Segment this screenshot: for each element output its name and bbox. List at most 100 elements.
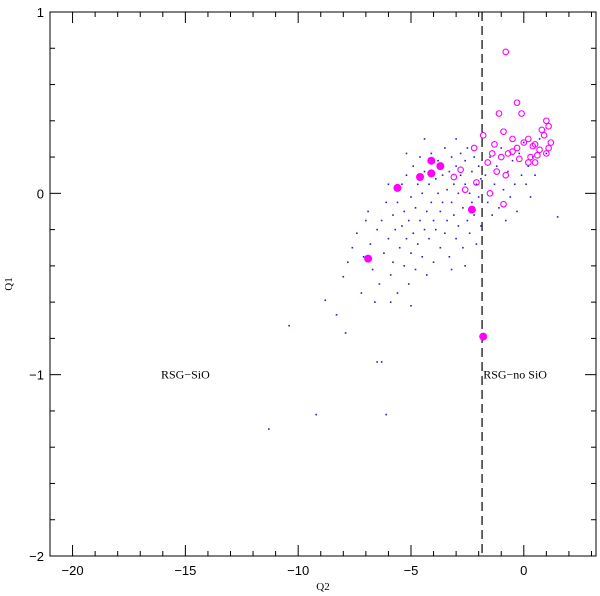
blue-data-point	[389, 274, 392, 276]
open-magenta-point	[543, 117, 550, 125]
blue-data-point	[448, 170, 451, 173]
blue-data-point	[441, 174, 444, 176]
open-magenta-point	[524, 159, 532, 166]
blue-data-point	[385, 413, 387, 416]
filled-magenta-point	[467, 205, 476, 214]
blue-data-point	[425, 274, 428, 276]
blue-data-point	[423, 138, 426, 140]
open-magenta-point	[491, 141, 498, 148]
blue-data-point	[448, 256, 451, 258]
blue-data-point	[396, 201, 399, 204]
open-magenta-point	[461, 186, 469, 194]
blue-data-point	[462, 246, 464, 249]
open-magenta-point	[547, 139, 555, 146]
blue-data-point	[428, 237, 430, 240]
blue-data-point	[464, 183, 466, 186]
open-magenta-point	[545, 144, 552, 152]
open-magenta-point	[543, 150, 550, 157]
blue-data-point	[477, 196, 480, 198]
open-magenta-point	[518, 110, 525, 117]
blue-data-point	[471, 201, 473, 204]
blue-data-point	[486, 201, 489, 204]
blue-data-point	[468, 192, 471, 195]
blue-data-point	[457, 225, 460, 227]
blue-data-point	[509, 196, 512, 198]
blue-data-point	[385, 201, 387, 204]
blue-data-point	[441, 201, 444, 204]
open-magenta-point	[500, 200, 507, 208]
filled-magenta-point	[416, 173, 425, 182]
blue-data-point	[520, 174, 523, 176]
open-magenta-point	[524, 135, 532, 143]
blue-data-point	[493, 183, 496, 186]
blue-data-point	[480, 178, 482, 180]
open-magenta-point	[509, 148, 516, 155]
blue-data-point	[484, 174, 487, 176]
blue-data-point	[369, 243, 372, 245]
filled-magenta-point	[364, 254, 373, 263]
open-magenta-point	[538, 126, 546, 134]
blue-data-point	[432, 219, 435, 222]
blue-data-point	[407, 283, 410, 285]
blue-data-point	[475, 243, 478, 245]
blue-data-point	[444, 147, 446, 149]
blue-data-point	[421, 192, 424, 195]
x-tick-label: 0	[520, 563, 527, 578]
blue-data-point	[392, 261, 394, 264]
blue-data-point	[378, 283, 381, 285]
open-magenta-point	[502, 171, 510, 179]
blue-data-point	[403, 265, 406, 267]
blue-data-point	[416, 243, 419, 245]
blue-data-point	[462, 207, 464, 209]
blue-data-point	[389, 301, 392, 303]
blue-data-point	[444, 232, 446, 235]
blue-data-point	[401, 225, 403, 227]
blue-data-point	[432, 261, 435, 264]
filled-magenta-point	[427, 156, 436, 165]
blue-data-point	[507, 170, 509, 173]
blue-data-point	[367, 210, 369, 213]
blue-data-point	[529, 196, 532, 198]
blue-data-point	[518, 152, 521, 155]
open-magenta-point	[513, 99, 521, 107]
y-axis-label: Q1	[3, 277, 15, 290]
blue-data-point	[416, 183, 419, 186]
blue-data-point	[439, 210, 442, 213]
open-magenta-point	[545, 122, 552, 130]
blue-data-point	[475, 183, 478, 186]
open-magenta-point	[509, 135, 516, 143]
blue-data-point	[450, 201, 453, 204]
blue-data-point	[421, 256, 424, 258]
blue-data-point	[430, 152, 433, 155]
filled-magenta-point	[427, 169, 436, 178]
blue-data-point	[502, 188, 505, 191]
blue-data-point	[387, 237, 390, 240]
blue-data-point	[407, 219, 410, 222]
blue-data-point	[527, 165, 530, 167]
blue-data-point	[412, 165, 415, 167]
open-magenta-point	[515, 155, 523, 163]
blue-data-point	[405, 174, 408, 176]
filled-magenta-point	[436, 162, 445, 171]
blue-data-point	[453, 183, 455, 186]
blue-data-point	[423, 170, 426, 173]
blue-data-point	[455, 237, 457, 240]
blue-data-point	[371, 268, 374, 271]
blue-data-point	[455, 165, 457, 167]
blue-data-point	[466, 147, 469, 149]
open-magenta-point	[450, 173, 458, 181]
blue-data-point	[450, 268, 453, 271]
blue-data-point	[480, 225, 482, 227]
open-magenta-point	[457, 166, 464, 174]
blue-data-point	[491, 214, 494, 216]
blue-data-point	[455, 138, 457, 140]
blue-data-point	[374, 301, 376, 303]
blue-data-point	[394, 228, 396, 231]
blue-data-point	[435, 228, 437, 231]
open-magenta-point	[500, 128, 507, 136]
blue-data-point	[423, 228, 426, 231]
blue-data-point	[428, 183, 430, 186]
region-label: RSG−no SiO	[483, 368, 547, 382]
blue-data-point	[425, 210, 428, 213]
